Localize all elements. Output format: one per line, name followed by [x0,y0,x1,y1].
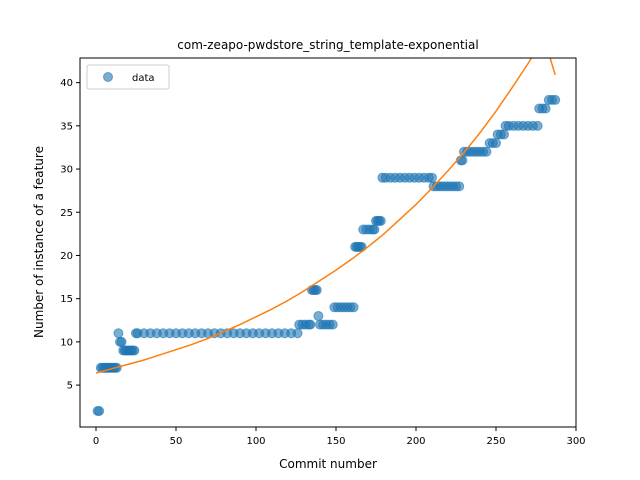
x-tick-label: 200 [406,436,425,447]
series-data-points [92,94,561,417]
y-tick-label: 25 [60,208,73,219]
x-axis-label: Commit number [279,457,377,471]
y-tick-label: 30 [60,165,73,176]
legend-box [86,64,170,90]
data-point [116,336,127,347]
data-point [292,328,303,339]
data-point [532,120,543,131]
data-point [491,138,501,149]
data-point [540,103,551,114]
data-point [113,328,124,339]
x-tick-label: 150 [326,436,345,447]
plot-area [92,58,561,417]
data-point [313,310,324,321]
y-axis-label: Number of instance of a feature [32,146,46,338]
data-point [427,172,437,183]
data-point [499,129,509,140]
data-point [129,345,140,356]
data-point [454,181,465,192]
x-axis: 0 50 100 150 200 250 300 [93,427,586,447]
data-point [481,146,492,157]
x-tick-label: 100 [246,436,265,447]
axes-frame [79,57,577,428]
y-tick-label: 10 [60,337,73,348]
data-point [94,406,105,417]
y-axis: 5 10 15 20 25 30 35 40 [60,78,80,392]
y-tick-label: 15 [60,294,73,305]
legend-label-data: data [132,73,155,84]
data-point [348,302,359,313]
data-point [311,285,322,296]
x-tick-label: 50 [170,436,183,447]
data-point [550,94,561,105]
x-tick-label: 300 [566,436,585,447]
y-tick-label: 5 [67,381,73,392]
x-tick-label: 250 [486,436,505,447]
y-tick-label: 35 [60,121,73,132]
legend: data [86,64,170,90]
data-point [369,224,380,235]
data-point [327,319,338,330]
chart-title: com-zeapo-pwdstore_string_template-expon… [177,38,478,52]
legend-marker-data [103,72,113,82]
y-tick-label: 40 [60,78,73,89]
fit-line [95,58,556,374]
y-tick-label: 20 [60,251,73,262]
x-tick-label: 0 [93,436,99,447]
data-point [375,215,386,226]
data-point [305,319,316,330]
